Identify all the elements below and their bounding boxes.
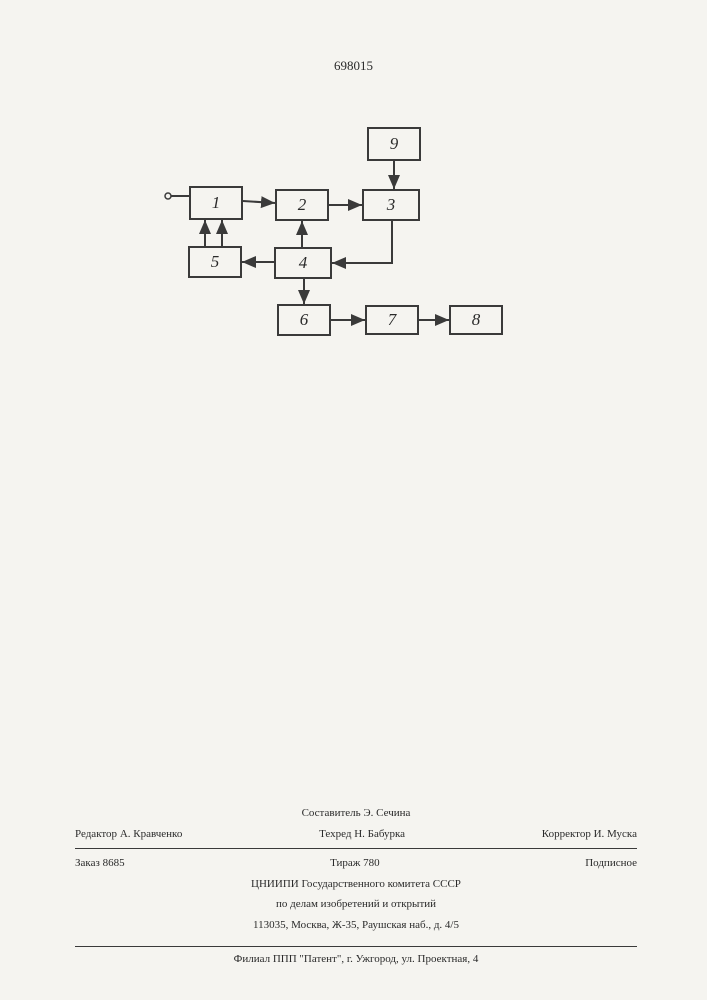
techred-block: Техред Н. Бабурка <box>319 826 405 843</box>
techred-name: Н. Бабурка <box>354 828 405 840</box>
subscription-label: Подписное <box>585 855 637 872</box>
techred-label: Техред <box>319 828 351 840</box>
block-8: 8 <box>449 305 503 335</box>
editor-block: Редактор А. Кравченко <box>75 826 182 843</box>
block-3: 3 <box>362 189 420 221</box>
order-label: Заказ <box>75 857 100 869</box>
editor-name: А. Кравченко <box>120 828 183 840</box>
corrector-name: И. Муска <box>594 828 637 840</box>
block-6: 6 <box>277 304 331 336</box>
org-address: 113035, Москва, Ж-35, Раушская наб., д. … <box>75 915 637 936</box>
edge-3-4 <box>332 221 392 263</box>
corrector-block: Корректор И. Муска <box>542 826 637 843</box>
composer-line: Составитель Э. Сечина <box>75 803 637 824</box>
corrector-label: Корректор <box>542 828 591 840</box>
circulation-block: Тираж 780 <box>330 855 380 872</box>
block-2: 2 <box>275 189 329 221</box>
composer-label: Составитель <box>302 807 361 819</box>
block-5: 5 <box>188 246 242 278</box>
block-1: 1 <box>189 186 243 220</box>
circulation-label: Тираж <box>330 857 360 869</box>
staff-row: Редактор А. Кравченко Техред Н. Бабурка … <box>75 824 637 845</box>
order-number: 8685 <box>103 857 125 869</box>
block-9: 9 <box>367 127 421 161</box>
editor-label: Редактор <box>75 828 117 840</box>
block-7: 7 <box>365 305 419 335</box>
composer-name: Э. Сечина <box>363 807 410 819</box>
credits-section: Составитель Э. Сечина Редактор А. Кравче… <box>75 803 637 935</box>
edge-1-2 <box>243 201 275 203</box>
input-terminal <box>165 193 171 199</box>
divider-1 <box>75 848 637 849</box>
print-info-row: Заказ 8685 Тираж 780 Подписное <box>75 853 637 874</box>
circulation-number: 780 <box>363 857 380 869</box>
order-block: Заказ 8685 <box>75 855 125 872</box>
org-line-1: ЦНИИПИ Государственного комитета СССР <box>75 874 637 895</box>
footer-line: Филиал ППП "Патент", г. Ужгород, ул. Про… <box>75 946 637 965</box>
block-4: 4 <box>274 247 332 279</box>
org-line-2: по делам изобретений и открытий <box>75 894 637 915</box>
